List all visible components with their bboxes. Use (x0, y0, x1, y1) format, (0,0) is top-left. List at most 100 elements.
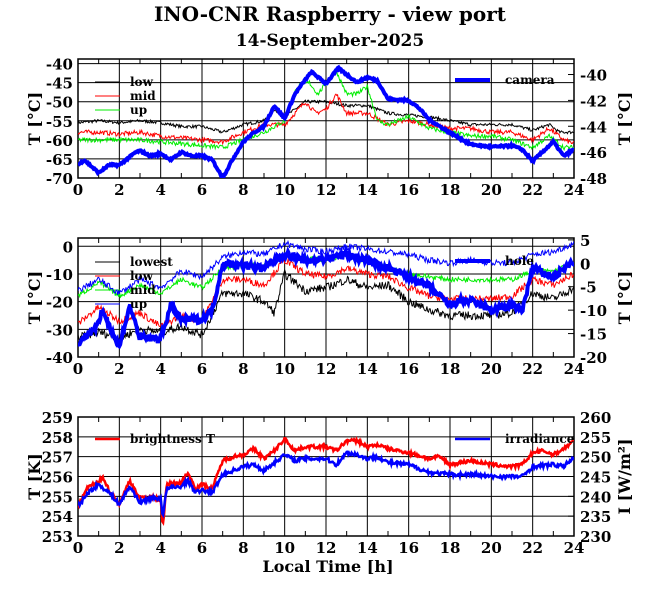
y-tick-label: -45 (46, 75, 73, 93)
y2-tick-label: -44 (580, 118, 607, 136)
y-tick-label: -70 (46, 170, 73, 188)
y2-tick-label: -40 (580, 67, 607, 85)
plot-frame (77, 58, 575, 179)
legend-label-low: low (130, 75, 154, 89)
x-tick-label: 24 (564, 360, 585, 378)
y2-tick-label: 235 (580, 508, 611, 526)
y-tick-label: -20 (46, 294, 73, 312)
y2-tick-label: -10 (580, 302, 607, 320)
y2-tick-label: 230 (580, 528, 611, 546)
x-tick-label: 16 (398, 360, 419, 378)
x-tick-label: 2 (114, 360, 124, 378)
x-tick-label: 20 (481, 181, 502, 199)
y-tick-label: 257 (42, 449, 73, 467)
series-line-low (78, 99, 574, 135)
y-tick-label: -40 (46, 349, 73, 367)
x-tick-label: 14 (357, 181, 378, 199)
legend-label-low: low (130, 269, 154, 283)
y2-axis-label: I [W/m²] (615, 439, 634, 515)
x-tick-label: 16 (398, 539, 419, 557)
x-tick-label: 14 (357, 360, 378, 378)
series-line-up (78, 239, 574, 296)
y2-tick-label: 245 (580, 469, 611, 487)
x-tick-label: 20 (481, 539, 502, 557)
y-tick-label: 253 (42, 528, 73, 546)
x-tick-label: 2 (114, 181, 124, 199)
x-tick-label: 6 (197, 181, 207, 199)
series-line-irradiance (78, 449, 574, 519)
y-axis-label: T [°C] (25, 271, 44, 324)
x-tick-label: 18 (440, 360, 461, 378)
x-tick-label: 2 (114, 539, 124, 557)
panel-1 (77, 58, 575, 179)
y-tick-label: 255 (42, 488, 73, 506)
plot-frame (77, 416, 575, 537)
legend-label-lowest: lowest (130, 255, 173, 269)
legend-label-up: up (130, 103, 147, 117)
y2-tick-label: -20 (580, 349, 607, 367)
x-tick-label: 6 (197, 539, 207, 557)
y-tick-label: 258 (42, 429, 73, 447)
y-axis-label: T [°C] (25, 92, 44, 145)
chart-subtitle: 14-September-2025 (236, 31, 424, 51)
legend-label-mid: mid (130, 89, 156, 103)
x-tick-label: 12 (316, 181, 337, 199)
x-tick-label: 10 (274, 539, 295, 557)
x-tick-label: 4 (155, 539, 165, 557)
x-tick-label: 14 (357, 539, 378, 557)
panel-3 (77, 416, 575, 537)
y2-tick-label: -46 (580, 144, 607, 162)
legend-label-camera: camera (505, 73, 555, 87)
x-tick-label: 16 (398, 181, 419, 199)
y-tick-label: 259 (42, 409, 73, 427)
x-tick-label: 6 (197, 360, 207, 378)
x-tick-label: 12 (316, 539, 337, 557)
series-line-up (78, 70, 574, 152)
y2-tick-label: -15 (580, 326, 607, 344)
x-tick-label: 24 (564, 539, 585, 557)
x-tick-label: 22 (522, 539, 543, 557)
series-line-camera (78, 64, 574, 178)
legend-label-brightness-T: brightness T (130, 432, 215, 446)
y-tick-label: -60 (46, 132, 73, 150)
y2-tick-label: -5 (580, 279, 597, 297)
x-tick-label: 12 (316, 360, 337, 378)
x-tick-label: 22 (522, 181, 543, 199)
y-tick-label: -30 (46, 321, 73, 339)
y-tick-label: -10 (46, 266, 73, 284)
y2-axis-label: T [°C] (615, 271, 634, 324)
y2-tick-label: 5 (580, 232, 590, 250)
series-line-mid (78, 93, 574, 146)
x-tick-label: 18 (440, 181, 461, 199)
chart-title: INO-CNR Raspberry - view port (154, 2, 507, 26)
x-tick-label: 4 (155, 181, 165, 199)
y-tick-label: 256 (42, 469, 73, 487)
y2-tick-label: 240 (580, 488, 611, 506)
y-tick-label: -40 (46, 56, 73, 74)
x-tick-label: 0 (73, 539, 83, 557)
series-line-low (78, 257, 574, 328)
y-tick-label: -50 (46, 94, 73, 112)
x-tick-label: 4 (155, 360, 165, 378)
y-tick-label: 254 (42, 508, 73, 526)
y-axis-label: T [K] (25, 453, 44, 500)
x-tick-label: 8 (238, 181, 248, 199)
x-tick-label: 20 (481, 360, 502, 378)
x-tick-label: 10 (274, 360, 295, 378)
x-tick-label: 10 (274, 181, 295, 199)
y-tick-label: 0 (63, 238, 73, 256)
x-tick-label: 0 (73, 181, 83, 199)
y2-tick-label: -48 (580, 170, 607, 188)
y2-tick-label: 250 (580, 449, 611, 467)
x-tick-label: 18 (440, 539, 461, 557)
y2-tick-label: 255 (580, 429, 611, 447)
x-tick-label: 8 (238, 539, 248, 557)
y2-tick-label: 0 (580, 255, 590, 273)
legend-label-irradiance: irradiance (505, 432, 575, 446)
plot-frame (77, 237, 575, 358)
y2-tick-label: -42 (580, 92, 607, 110)
series-line-hole (78, 243, 574, 350)
x-tick-label: 0 (73, 360, 83, 378)
x-axis-label: Local Time [h] (262, 557, 393, 576)
